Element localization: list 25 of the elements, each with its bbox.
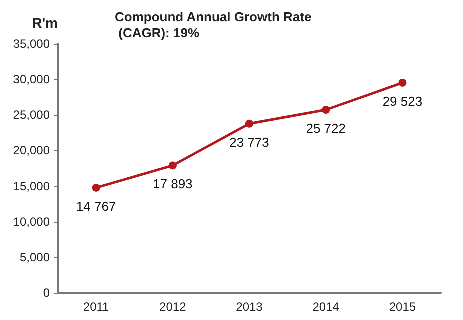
data-label: 14 767: [76, 198, 116, 214]
y-tick-label: 15,000: [13, 179, 50, 194]
x-tick-label: 2013: [236, 300, 264, 314]
y-tick-label: 30,000: [13, 72, 50, 87]
point: [398, 78, 407, 87]
x-tick-label: 2015: [389, 300, 416, 314]
chart-title: Compound Annual Growth Rate (CAGR): 19%: [115, 10, 312, 40]
y-tick-label: 10,000: [13, 214, 50, 229]
y-tick-label: 20,000: [13, 144, 50, 158]
data-label: 17 893: [153, 176, 193, 192]
x-tick-label: 2012: [160, 300, 187, 314]
point: [246, 120, 254, 128]
data-label: 23 773: [230, 134, 270, 150]
point: [322, 106, 330, 114]
x-tick-label: 2011: [83, 300, 110, 314]
point: [92, 184, 100, 192]
y-axis-title: R'm: [32, 15, 58, 31]
x-tick-label: 2014: [312, 300, 340, 314]
data-label: 25 722: [306, 121, 346, 136]
y-tick-label: 0: [43, 286, 50, 300]
data-label: 29 523: [382, 94, 423, 109]
y-tick-label: 25,000: [13, 108, 50, 122]
y-tick-label: 5,000: [20, 250, 50, 264]
y-tick-label: 35,000: [13, 37, 50, 51]
point: [168, 162, 177, 170]
